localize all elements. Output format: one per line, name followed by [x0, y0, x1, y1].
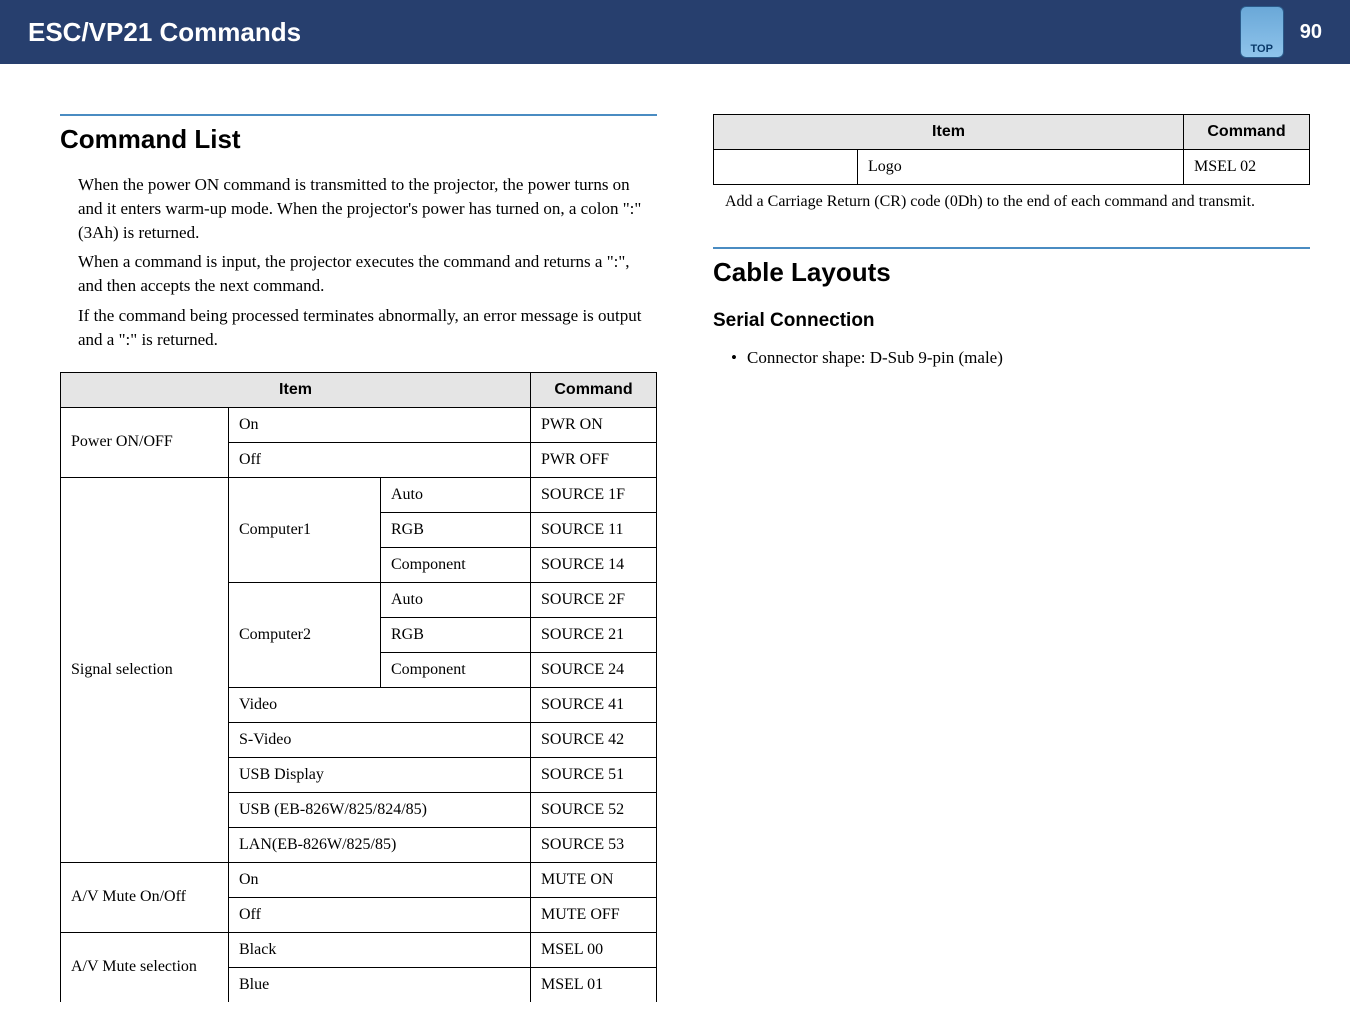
table-row: Logo MSEL 02	[714, 150, 1310, 185]
th-command: Command	[531, 372, 657, 407]
left-column: Command List When the power ON command i…	[60, 114, 657, 1002]
cell-c1-comp-cmd: SOURCE 14	[531, 547, 657, 582]
section-rule	[60, 114, 657, 116]
cell-svideo: S-Video	[229, 722, 531, 757]
top-link-badge[interactable]: TOP	[1240, 6, 1284, 58]
cell-c1-rgb: RGB	[381, 512, 531, 547]
connector-shape-bullet: Connector shape: D-Sub 9-pin (male)	[713, 348, 1310, 368]
intro-para-3: If the command being processed terminate…	[60, 304, 657, 352]
cell-computer1: Computer1	[229, 477, 381, 582]
table-header-row: Item Command	[714, 115, 1310, 150]
header-title: ESC/VP21 Commands	[28, 17, 301, 48]
subheading-serial-connection: Serial Connection	[713, 310, 1310, 332]
cell-c1-auto-cmd: SOURCE 1F	[531, 477, 657, 512]
cell-avsel-blue: Blue	[229, 967, 531, 1002]
top-badge-label: TOP	[1251, 43, 1273, 55]
cell-usb-cmd: SOURCE 52	[531, 792, 657, 827]
page-header: ESC/VP21 Commands TOP 90	[0, 0, 1350, 64]
cell-lan: LAN(EB-826W/825/85)	[229, 827, 531, 862]
section-title-cable-layouts: Cable Layouts	[713, 257, 1310, 288]
cell-lan-cmd: SOURCE 53	[531, 827, 657, 862]
page-number: 90	[1300, 21, 1322, 44]
cell-avsel-label: A/V Mute selection	[61, 932, 229, 1002]
intro-para-2: When a command is input, the projector e…	[60, 250, 657, 298]
cell-usbdisp-cmd: SOURCE 51	[531, 757, 657, 792]
cell-power-off: Off	[229, 442, 531, 477]
cell-svideo-cmd: SOURCE 42	[531, 722, 657, 757]
cell-avsel-black: Black	[229, 932, 531, 967]
cell-avmute-off-cmd: MUTE OFF	[531, 897, 657, 932]
cell-signal-label: Signal selection	[61, 477, 229, 862]
table-header-row: Item Command	[61, 372, 657, 407]
cell-c2-rgb: RGB	[381, 617, 531, 652]
cell-video-cmd: SOURCE 41	[531, 687, 657, 722]
table-row: A/V Mute On/Off On MUTE ON	[61, 862, 657, 897]
cell-logo: Logo	[858, 150, 1184, 185]
th-command: Command	[1184, 115, 1310, 150]
cell-computer2: Computer2	[229, 582, 381, 687]
cell-power-on-cmd: PWR ON	[531, 407, 657, 442]
section-title-command-list: Command List	[60, 124, 657, 155]
command-table: Item Command Power ON/OFF On PWR ON Off …	[60, 372, 657, 1002]
cell-usb: USB (EB-826W/825/824/85)	[229, 792, 531, 827]
cell-logo-cmd: MSEL 02	[1184, 150, 1310, 185]
content-area: Command List When the power ON command i…	[0, 64, 1350, 1022]
cell-c2-comp: Component	[381, 652, 531, 687]
table-row: Power ON/OFF On PWR ON	[61, 407, 657, 442]
carriage-return-note: Add a Carriage Return (CR) code (0Dh) to…	[713, 193, 1310, 211]
table-row: Signal selection Computer1 Auto SOURCE 1…	[61, 477, 657, 512]
cell-avsel-blue-cmd: MSEL 01	[531, 967, 657, 1002]
header-right: TOP 90	[1240, 6, 1322, 58]
cell-avmute-on-cmd: MUTE ON	[531, 862, 657, 897]
cell-c1-rgb-cmd: SOURCE 11	[531, 512, 657, 547]
right-column: Item Command Logo MSEL 02 Add a Carriage…	[713, 114, 1310, 1002]
intro-para-1: When the power ON command is transmitted…	[60, 173, 657, 244]
cell-power-label: Power ON/OFF	[61, 407, 229, 477]
cell-c1-comp: Component	[381, 547, 531, 582]
th-item: Item	[714, 115, 1184, 150]
cell-c2-auto: Auto	[381, 582, 531, 617]
cell-c2-rgb-cmd: SOURCE 21	[531, 617, 657, 652]
cell-c2-auto-cmd: SOURCE 2F	[531, 582, 657, 617]
section-rule	[713, 247, 1310, 249]
cell-c1-auto: Auto	[381, 477, 531, 512]
cell-power-off-cmd: PWR OFF	[531, 442, 657, 477]
table-row: A/V Mute selection Black MSEL 00	[61, 932, 657, 967]
cell-avmute-on: On	[229, 862, 531, 897]
th-item: Item	[61, 372, 531, 407]
cell-c2-comp-cmd: SOURCE 24	[531, 652, 657, 687]
cell-avsel-black-cmd: MSEL 00	[531, 932, 657, 967]
cell-usbdisp: USB Display	[229, 757, 531, 792]
cell-avmute-label: A/V Mute On/Off	[61, 862, 229, 932]
cell-video: Video	[229, 687, 531, 722]
command-table-cont: Item Command Logo MSEL 02	[713, 114, 1310, 185]
cell-power-on: On	[229, 407, 531, 442]
cell-avmute-off: Off	[229, 897, 531, 932]
